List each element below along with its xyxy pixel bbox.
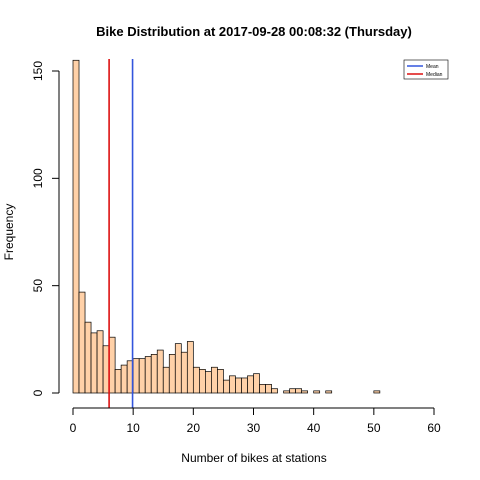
x-axis: 0 10 20 30 40 50 60 [70,407,441,435]
histogram-bar [84,321,92,394]
x-tick-label: 20 [187,421,201,435]
histogram-bar [199,369,206,394]
histogram-bar [144,356,152,394]
histogram-bar [247,375,254,394]
histogram-bar [180,351,188,394]
histogram-bar [120,364,128,394]
histogram-bar [373,390,381,394]
legend-mean-label: Mean [426,64,439,70]
histogram-bar [96,330,104,394]
histogram-bar [223,379,230,394]
histogram-bar [283,390,290,394]
histogram-bar [301,390,308,394]
histogram-bar [108,336,116,394]
histogram-bar [271,388,278,394]
histogram-bar [186,341,194,394]
histogram-bar [265,384,272,394]
histogram-bar [235,377,242,394]
histogram-bar [205,371,212,394]
bars-group [72,59,381,394]
x-tick-label: 50 [367,421,381,435]
reference-lines [108,59,134,408]
x-axis-label: Number of bikes at stations [181,451,326,465]
histogram-bar [138,358,146,394]
y-tick-label: 0 [31,389,45,396]
histogram-bar [168,354,176,394]
y-tick-label: 50 [31,279,45,293]
histogram-bar [295,388,302,394]
histogram-bar [217,369,224,394]
histogram-bar [253,373,260,394]
x-tick-label: 0 [70,421,77,435]
x-tick-label: 60 [427,421,441,435]
y-tick-label: 100 [31,168,45,188]
legend: Mean Median [403,59,449,80]
histogram-bar [90,332,98,394]
histogram-bar [162,366,170,394]
histogram-bar [132,358,140,394]
x-tick-label: 30 [247,421,261,435]
histogram-bar [313,390,321,394]
histogram-bar [325,390,333,394]
histogram-bar [192,366,200,394]
y-tick-label: 150 [31,61,45,81]
x-tick-label: 10 [126,421,140,435]
histogram-bar [289,388,296,394]
histogram-bar [259,384,266,394]
legend-median-label: Median [426,72,443,78]
histogram-bar [174,343,182,394]
histogram-bar [229,375,236,394]
histogram-bar [102,345,110,394]
chart-title: Bike Distribution at 2017-09-28 00:08:32… [96,24,412,39]
histogram-bar [156,349,164,394]
histogram-bar [150,354,158,394]
histogram-bar [114,369,122,394]
y-axis-label: Frequency [2,204,16,261]
histogram-bar [211,366,218,394]
x-tick-label: 40 [307,421,321,435]
histogram-bar [78,291,86,394]
histogram-bar [72,59,80,394]
histogram-bar [241,377,248,394]
y-axis: 0 50 100 150 [31,61,60,396]
